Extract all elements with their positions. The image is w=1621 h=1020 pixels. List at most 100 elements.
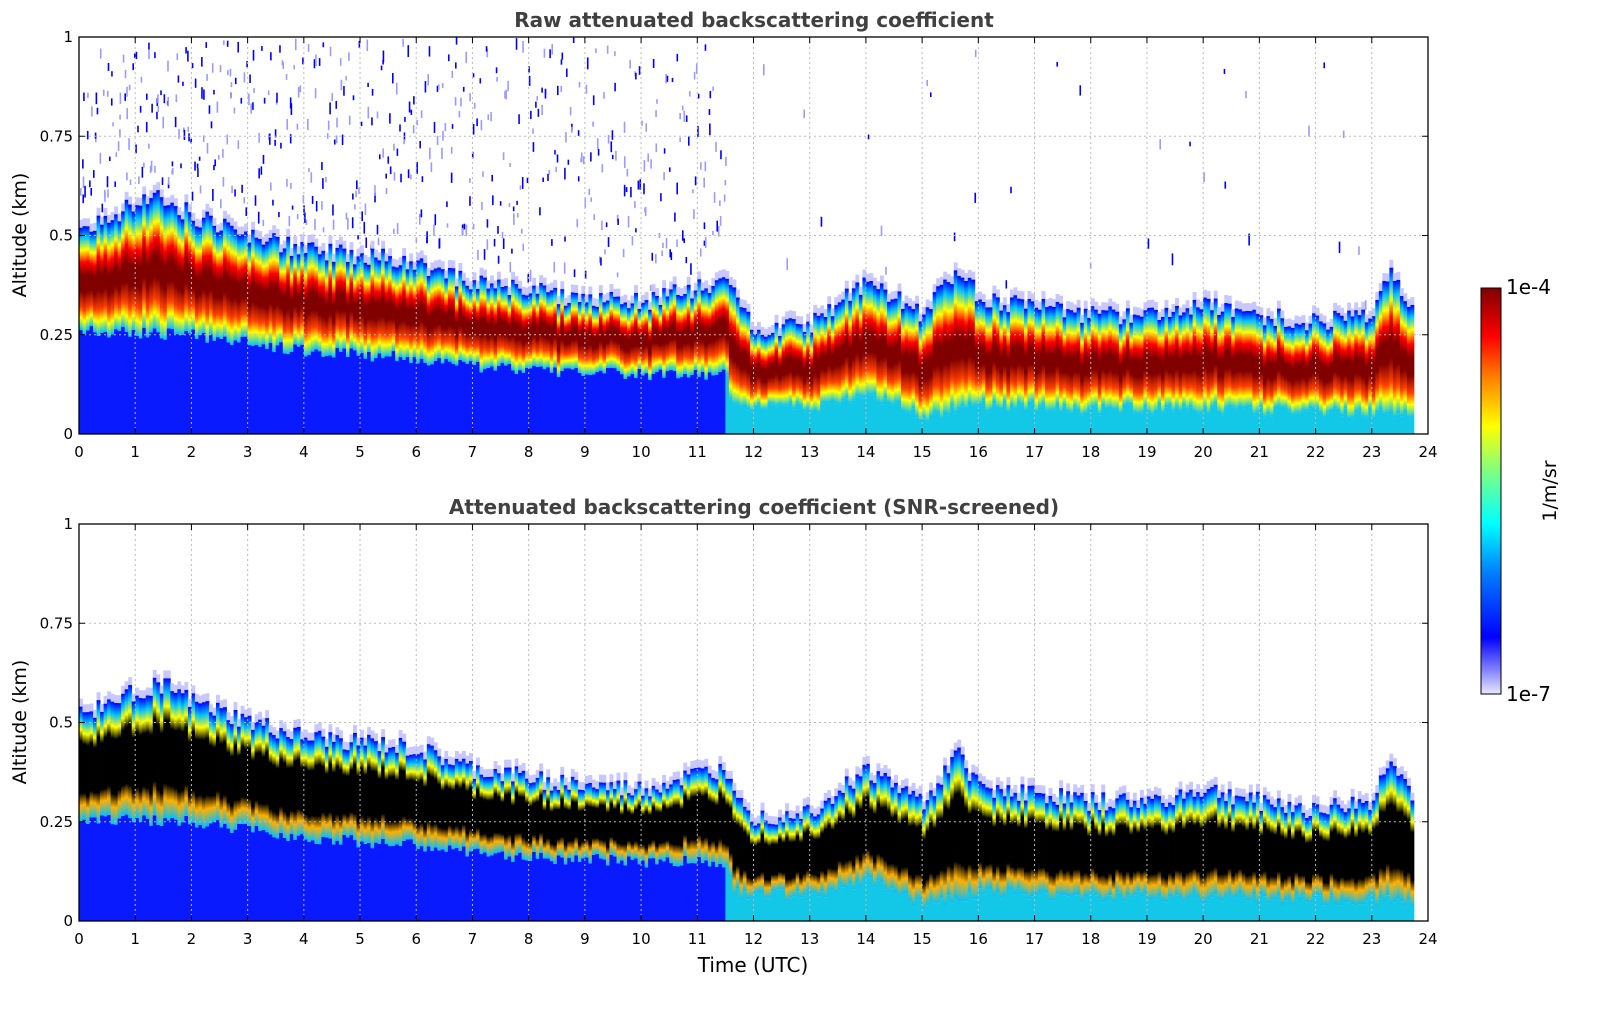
heatmap-cell: [152, 669, 157, 678]
heatmap-cell: [936, 903, 941, 921]
heatmap-cell: [999, 410, 1004, 434]
heatmap-cell: [490, 768, 494, 777]
heatmap-cell: [957, 901, 962, 921]
heatmap-cell: [732, 895, 737, 921]
heatmap-cell: [275, 738, 280, 839]
heatmap-cell: [216, 224, 220, 233]
noise-speck: [598, 256, 601, 263]
heatmap-cell: [714, 866, 719, 921]
heatmap-cell: [936, 783, 941, 904]
noise-speck: [252, 50, 255, 61]
noise-speck: [511, 248, 513, 254]
heatmap-cell: [349, 348, 354, 434]
heatmap-cell: [216, 702, 220, 821]
heatmap-cell: [539, 275, 544, 284]
heatmap-cell: [957, 747, 962, 902]
heatmap-cell: [1322, 905, 1327, 921]
heatmap-cell: [1171, 899, 1176, 921]
heatmap-cell: [338, 738, 343, 845]
heatmap-cell: [679, 377, 684, 434]
heatmap-cell: [419, 358, 424, 434]
heatmap-cell: [1016, 800, 1021, 889]
heatmap-cell: [233, 340, 238, 434]
heatmap-cell: [300, 739, 305, 835]
noise-speck: [146, 93, 148, 100]
heatmap-cell: [170, 194, 175, 203]
heatmap-cell: [89, 703, 94, 712]
x-tick-label: 3: [243, 930, 253, 948]
heatmap-cell: [1392, 273, 1397, 281]
heatmap-cell: [1034, 413, 1039, 434]
heatmap-cell: [767, 334, 772, 404]
heatmap-cell: [370, 738, 375, 849]
noise-speck: [341, 134, 344, 145]
noise-speck: [655, 143, 658, 153]
heatmap-cell: [342, 240, 347, 249]
heatmap-cell: [683, 373, 688, 434]
heatmap-cell: [651, 858, 656, 921]
y-tick-label: 1: [63, 28, 73, 46]
noise-speck: [508, 203, 511, 208]
heatmap-cell: [718, 278, 723, 372]
heatmap-cell: [1083, 793, 1088, 802]
heatmap-cell: [145, 695, 150, 819]
heatmap-cell: [901, 411, 905, 434]
heatmap-cell: [764, 898, 768, 921]
noise-speck: [709, 123, 711, 136]
heatmap-cell: [686, 863, 691, 921]
heatmap-cell: [1129, 898, 1134, 921]
heatmap-cell: [1322, 813, 1327, 906]
noise-speck: [299, 85, 302, 93]
heatmap-cell: [1161, 308, 1165, 317]
heatmap-cell: [978, 405, 983, 434]
heatmap-cell: [345, 254, 350, 263]
noise-speck: [119, 129, 121, 138]
heatmap-cell: [156, 674, 161, 683]
heatmap-cell: [1283, 812, 1288, 901]
noise-speck: [151, 103, 153, 113]
heatmap-cell: [289, 731, 294, 740]
noise-speck: [592, 95, 595, 106]
noise-speck: [148, 42, 150, 50]
heatmap-cell: [1322, 315, 1327, 324]
noise-speck: [371, 88, 374, 96]
heatmap-cell: [890, 787, 895, 889]
heatmap-cell: [1150, 798, 1155, 899]
heatmap-cell: [1347, 902, 1352, 921]
noise-speck: [584, 270, 587, 279]
heatmap-cell: [194, 827, 199, 921]
heatmap-cell: [690, 768, 695, 863]
heatmap-cell: [616, 370, 621, 434]
heatmap-cell: [1139, 413, 1144, 434]
noise-speck: [281, 60, 284, 66]
heatmap-cell: [1175, 297, 1179, 306]
noise-speck: [1089, 262, 1092, 269]
noise-speck: [539, 207, 541, 216]
noise-speck: [182, 81, 184, 86]
heatmap-cell: [1038, 309, 1042, 408]
noise-speck: [190, 138, 192, 144]
heatmap-cell: [1066, 301, 1071, 310]
heatmap-cell: [303, 839, 308, 921]
noise-speck: [302, 57, 304, 65]
noise-speck: [700, 162, 702, 170]
heatmap-cell: [331, 357, 336, 434]
heatmap-cell: [816, 896, 821, 921]
noise-speck: [220, 199, 222, 209]
noise-speck: [148, 143, 150, 149]
heatmap-cell: [444, 359, 449, 434]
heatmap-cell: [349, 249, 354, 349]
heatmap-cell: [1069, 794, 1074, 803]
noise-speck: [119, 92, 122, 104]
heatmap-cell: [205, 701, 210, 827]
heatmap-cell: [556, 855, 561, 921]
heatmap-cell: [697, 856, 702, 921]
noise-speck: [348, 115, 351, 125]
heatmap-cell: [96, 700, 101, 824]
heatmap-cell: [159, 197, 164, 339]
heatmap-cell: [1262, 317, 1267, 326]
heatmap-cell: [367, 842, 371, 921]
heatmap-cell: [405, 356, 410, 434]
heatmap-cell: [349, 742, 354, 836]
y-axis-ticks: 00.250.50.751: [40, 28, 1428, 443]
